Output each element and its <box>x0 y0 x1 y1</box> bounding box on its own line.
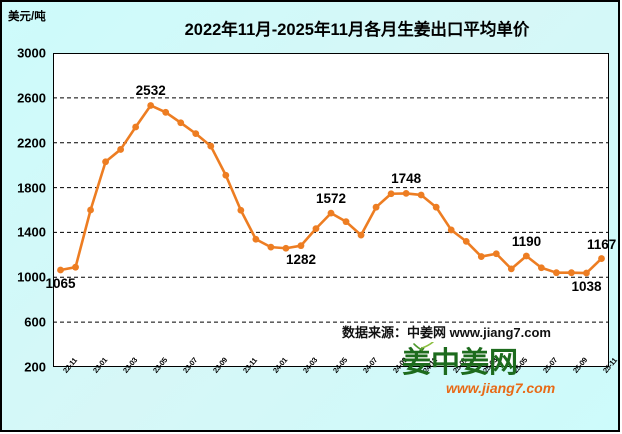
svg-text:姜中姜网: 姜中姜网 <box>402 345 518 379</box>
